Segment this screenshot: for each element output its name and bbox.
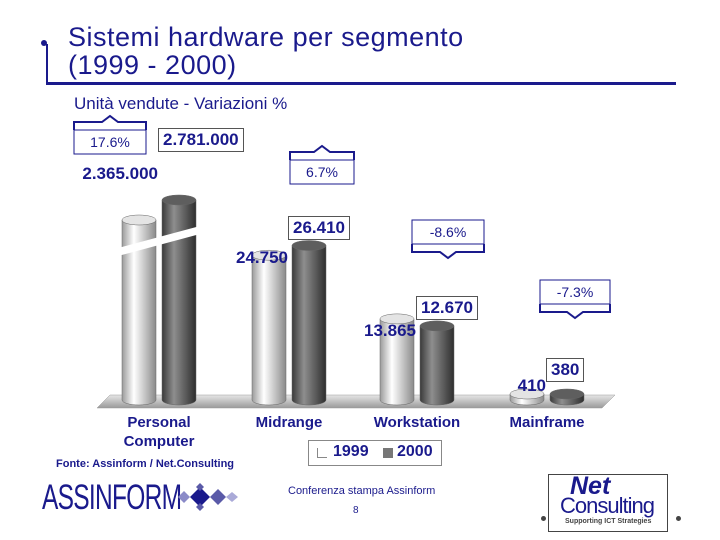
axis-break-band (118, 226, 200, 256)
category-label-personal-computer: Personal Computer (92, 413, 226, 451)
bar-personal-computer-2000-body (161, 199, 197, 406)
title-rule-vertical (46, 44, 48, 84)
value-label-mainframe-2000: 380 (546, 358, 585, 382)
assinform-logo: ASSINFORM (40, 474, 290, 518)
legend-swatch-1999 (317, 448, 327, 458)
title-rule (46, 82, 676, 85)
category-label-line: Workstation (373, 414, 461, 431)
netconsulting-logo-sub: Supporting ICT Strategies (565, 518, 652, 525)
category-label-midrange: Midrange (222, 413, 356, 432)
change-box (539, 279, 611, 305)
change-callout-mainframe (539, 279, 611, 320)
bar-workstation-1999-body (379, 318, 415, 406)
bar-workstation-2000 (419, 320, 455, 406)
bar-workstation-2000-body (419, 325, 455, 406)
bar-personal-computer-2000-top (161, 194, 197, 206)
title-bullet (41, 40, 47, 46)
value-label-workstation-2000: 12.670 (416, 295, 478, 320)
bar-mainframe-2000 (549, 388, 585, 406)
change-box (73, 129, 147, 155)
legend-label-2000: 2000 (397, 443, 433, 460)
change-box (411, 219, 485, 245)
value-label-mainframe-1999: 410 (517, 376, 546, 395)
change-label-workstation: -8.6% (429, 224, 467, 240)
category-label-workstation: Workstation (350, 413, 484, 432)
bar-personal-computer-1999-body (121, 219, 157, 406)
value-label-personal-computer-1999: 2.365.000 (82, 164, 158, 183)
source-note: Fonte: Assinform / Net.Consulting (56, 458, 235, 470)
bar-workstation-1999 (379, 313, 415, 406)
logo-dot-right (676, 516, 681, 521)
bar-workstation-1999-top (379, 313, 415, 325)
change-callout-workstation (411, 219, 485, 260)
legend-label-1999: 1999 (333, 443, 369, 460)
bar-mainframe-2000-top (549, 388, 585, 400)
bar-personal-computer-1999-top (121, 214, 157, 226)
bar-personal-computer-1999 (121, 214, 157, 406)
page-title-line1: Sistemi hardware per segmento (68, 22, 464, 52)
change-label-mainframe: -7.3% (556, 284, 594, 300)
bar-personal-computer-2000 (161, 194, 197, 406)
category-label-line: Computer (123, 433, 195, 450)
value-label-workstation-1999: 13.865 (364, 320, 416, 340)
bar-midrange-1999 (251, 249, 287, 406)
netconsulting-logo: Net Consulting Supporting ICT Strategies (548, 472, 668, 532)
value-label-midrange-1999: 24.750 (236, 247, 288, 267)
change-label-midrange: 6.7% (306, 164, 338, 180)
change-arrow-down-icon (539, 304, 611, 320)
chart-legend: 1999 2000 (308, 440, 442, 466)
category-label-line: Personal (127, 414, 191, 431)
logo-dot-left (541, 516, 546, 521)
category-label-mainframe: Mainframe (480, 413, 614, 432)
bar-midrange-2000-top (291, 240, 327, 251)
change-callout-midrange (289, 144, 355, 185)
change-arrow-down-icon (411, 244, 485, 260)
assinform-logo-mark (178, 483, 238, 511)
assinform-logo-text: ASSINFORM (42, 478, 182, 517)
bar-midrange-2000-body (291, 245, 327, 406)
bar-midrange-1999-top (251, 249, 287, 261)
category-label-line: Midrange (255, 414, 323, 431)
value-label-personal-computer-2000: 2.781.000 (158, 128, 244, 152)
legend-swatch-2000 (383, 448, 393, 458)
bar-midrange-2000 (291, 240, 327, 406)
footer-conference: Conferenza stampa Assinform (288, 485, 436, 497)
page-title-line2: (1999 - 2000) (68, 50, 237, 80)
change-callout-personal-computer (73, 114, 147, 155)
change-label-personal-computer: 17.6% (90, 134, 130, 150)
category-label-line: Mainframe (509, 414, 585, 431)
value-label-midrange-2000: 26.410 (288, 215, 350, 240)
change-box (289, 159, 355, 185)
change-arrow-up-icon (73, 114, 147, 130)
bar-mainframe-1999 (509, 388, 545, 406)
bar-mainframe-1999-top (509, 388, 545, 400)
page-number: 8 (353, 505, 359, 516)
chart-subtitle: Unità vendute - Variazioni % (74, 94, 288, 113)
change-arrow-up-icon (289, 144, 355, 160)
bar-midrange-1999-body (251, 254, 287, 406)
bar-workstation-2000-top (419, 320, 455, 332)
netconsulting-logo-mid: Consulting (560, 493, 655, 518)
netconsulting-logo-top: Net (570, 472, 611, 500)
